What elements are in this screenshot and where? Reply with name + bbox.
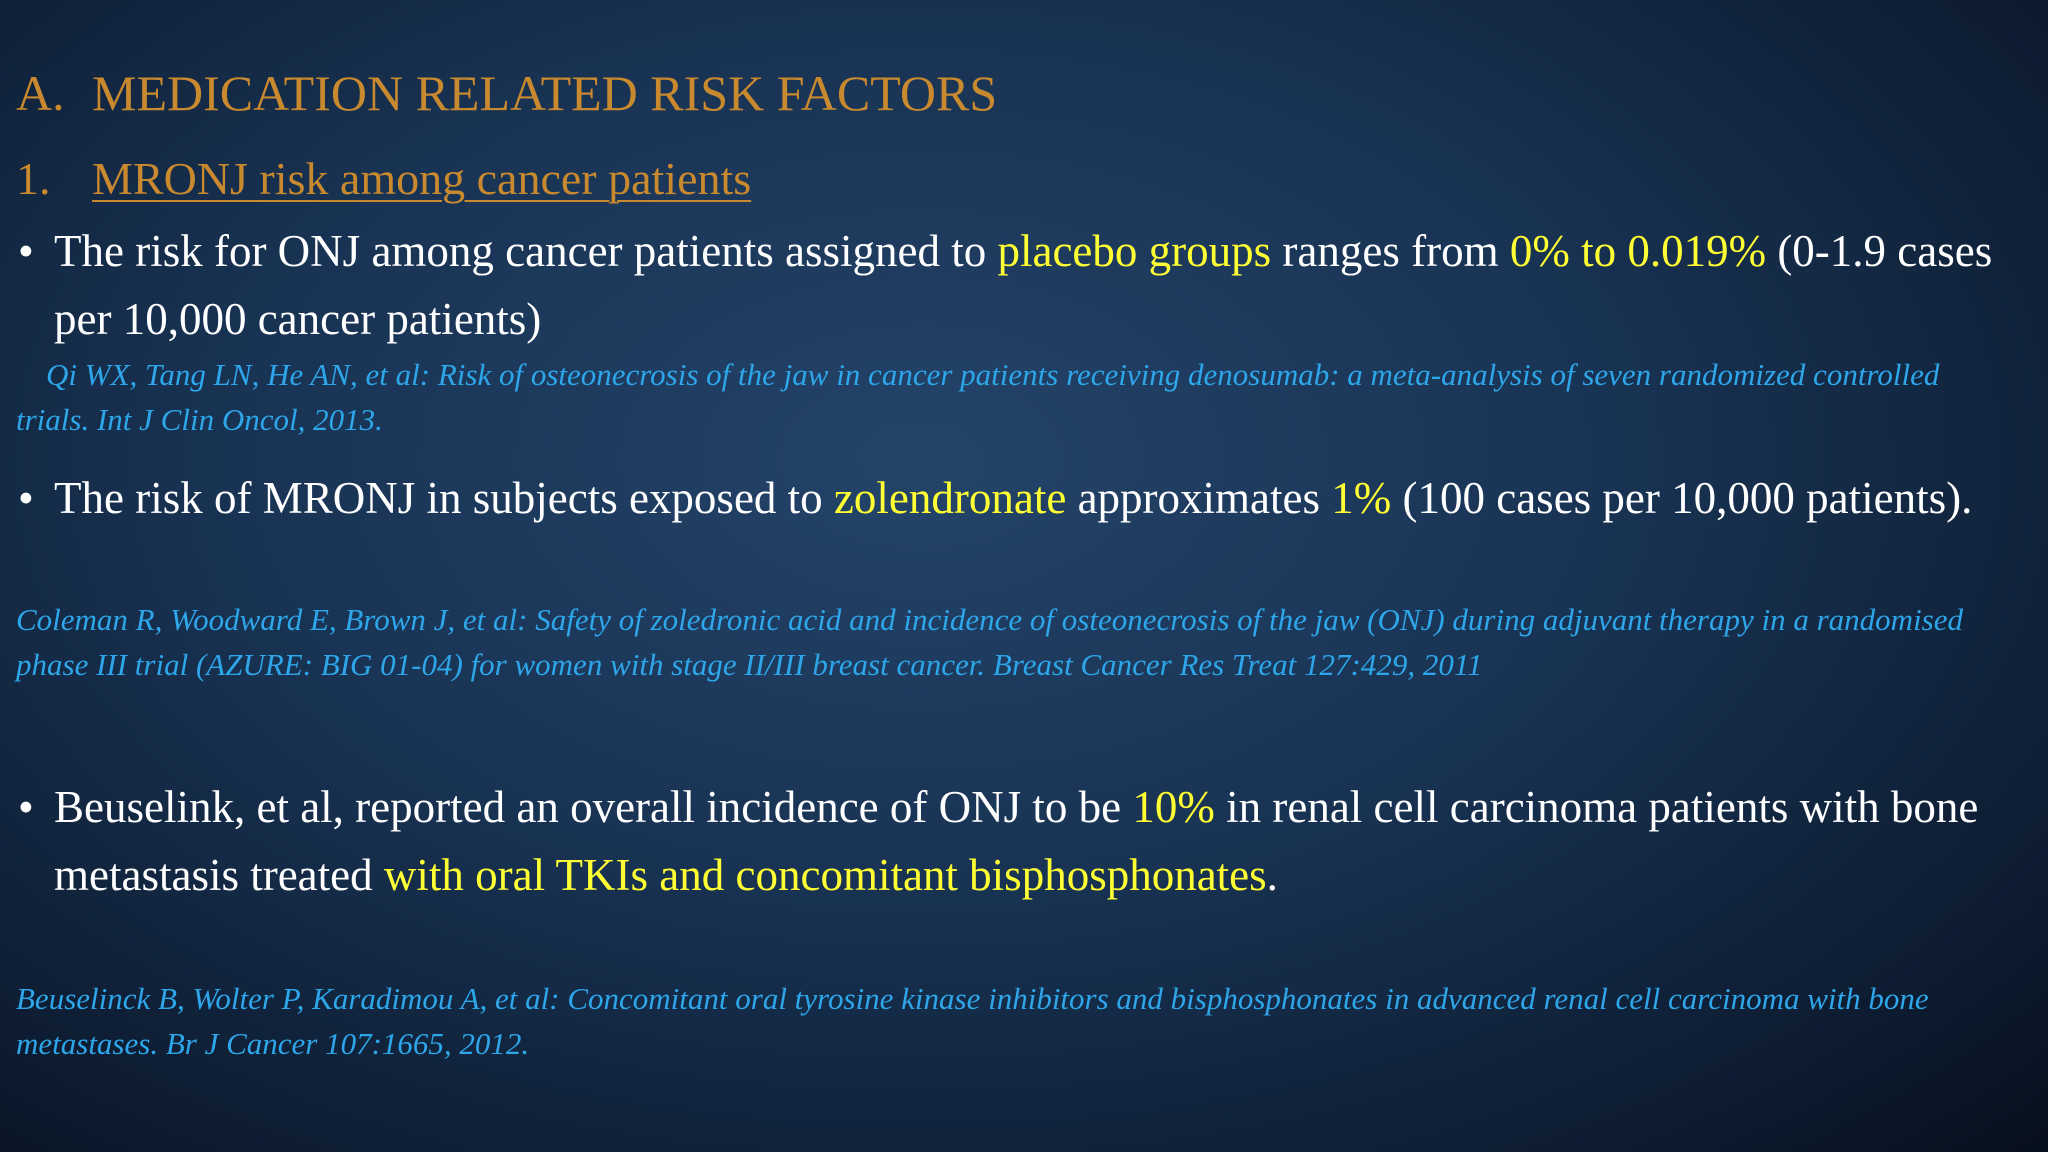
subheading-number: 1. xyxy=(16,153,51,204)
text: (100 cases per 10,000 patients). xyxy=(1391,473,1973,523)
subheading-text: MRONJ risk among cancer patients xyxy=(92,153,752,204)
citation: Beuselinck B, Wolter P, Karadimou A, et … xyxy=(16,981,1929,1061)
citation: Coleman R, Woodward E, Brown J, et al: S… xyxy=(16,602,1964,682)
highlight-text: placebo groups xyxy=(997,226,1272,276)
highlight-text: with oral TKIs and concomitant bisphosph… xyxy=(383,850,1267,900)
highlight-text: 1% xyxy=(1331,473,1392,523)
text: The risk of MRONJ in subjects exposed to xyxy=(54,473,834,523)
citation: Qi WX, Tang LN, He AN, et al: Risk of os… xyxy=(16,357,1940,437)
text: approximates xyxy=(1066,473,1332,523)
text: (0-1.9 cases per 10,000 cancer patients) xyxy=(54,226,1993,344)
text: ranges from xyxy=(1271,226,1510,276)
text: . xyxy=(1266,850,1278,900)
subheading: 1. MRONJ risk among cancer patients xyxy=(16,152,751,205)
bullet: The risk for ONJ among cancer patients a… xyxy=(18,217,2004,353)
heading: A. MEDICATION RELATED RISK FACTORS xyxy=(16,64,997,122)
text: The risk for ONJ among cancer patients a… xyxy=(54,226,998,276)
highlight-text: zolendronate xyxy=(833,473,1067,523)
bullet: Beuselink, et al, reported an overall in… xyxy=(18,773,2004,909)
text: in renal cell carcinoma patients with bo… xyxy=(54,782,1979,900)
heading-text: MEDICATION RELATED RISK FACTORS xyxy=(92,65,998,121)
highlight-text: 10% xyxy=(1132,782,1215,832)
bullet: The risk of MRONJ in subjects exposed to… xyxy=(18,464,2004,532)
text: Beuselink, et al, reported an overall in… xyxy=(54,782,1133,832)
heading-number: A. xyxy=(16,65,65,121)
highlight-text: 0% to 0.019% xyxy=(1509,226,1767,276)
